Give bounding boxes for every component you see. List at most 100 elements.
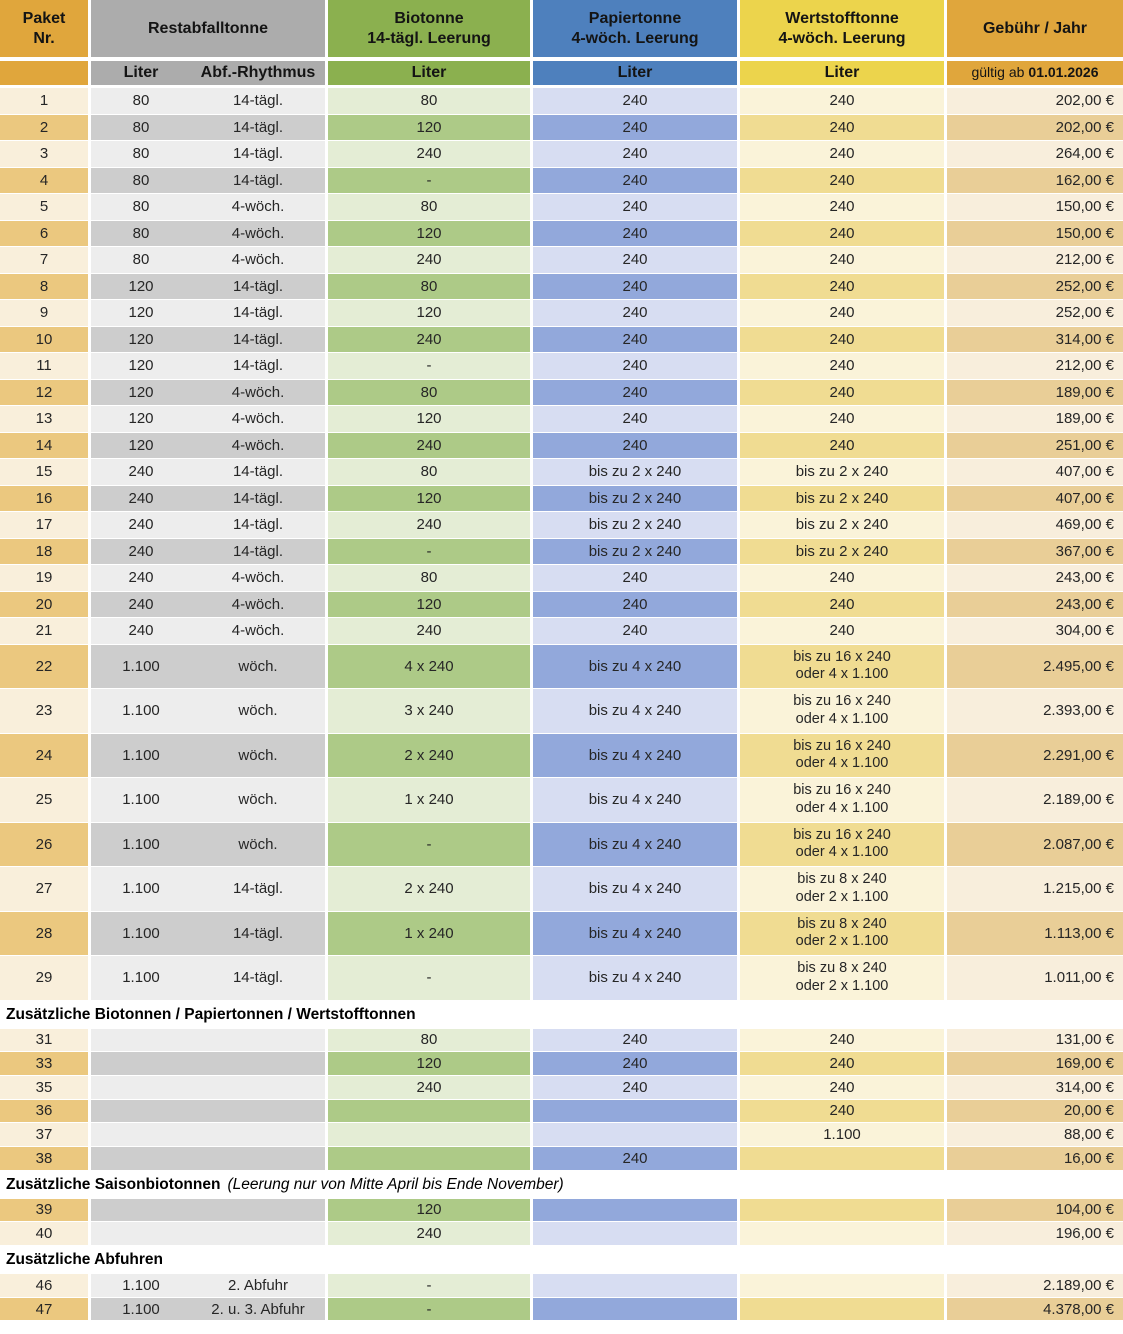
cell-bio-liter: 120: [328, 300, 530, 326]
cell-wert-liter: [740, 1274, 944, 1297]
wert-line2: oder 4 x 1.100: [795, 844, 889, 861]
cell-wert-liter: [740, 1297, 944, 1321]
cell-rest-liter: 80: [91, 114, 191, 140]
table-row: 11 120 14-tägl. -240 240 212,00 €: [0, 353, 1123, 379]
wert-line1: bis zu 8 x 240: [797, 960, 887, 977]
cell-papier-liter: 240: [533, 432, 737, 458]
cell-paket-nr: 4: [0, 167, 88, 193]
table-row: 38 240 16,00 €: [0, 1146, 1123, 1170]
cell-gebuehr: 243,00 €: [947, 565, 1123, 591]
cell-rest-liter: 80: [91, 194, 191, 220]
cell-paket-nr: 9: [0, 300, 88, 326]
cell-rest-liter: [91, 1146, 191, 1170]
table-row: 24 1.100 wöch. 2 x 240 bis zu 4 x 240 bis zu …: [0, 733, 1123, 777]
cell-rest-rhythmus: 4-wöch.: [191, 406, 325, 432]
cell-rest-rhythmus: 14-tägl.: [191, 911, 325, 955]
cell-papier-liter: 240: [533, 1028, 737, 1052]
cell-bio-liter: -: [328, 167, 530, 193]
cell-bio-liter: 80: [328, 194, 530, 220]
cell-wert-liter: bis zu 2 x 240: [740, 512, 944, 538]
cell-paket-nr: 11: [0, 353, 88, 379]
section-title-text: Zusätzliche Abfuhren: [6, 1251, 164, 1268]
cell-papier-liter: bis zu 2 x 240: [533, 512, 737, 538]
table-row: 12 120 4-wöch. 80 240 240 189,00 €: [0, 379, 1123, 405]
cell-rest-liter: 80: [91, 88, 191, 114]
cell-paket-nr: 37: [0, 1123, 88, 1146]
cell-bio-liter: 1 x 240: [328, 778, 530, 822]
cell-rest-rhythmus: 4-wöch.: [191, 379, 325, 405]
table-row: 33 120 240 240 169,00 €: [0, 1052, 1123, 1075]
cell-gebuehr: 189,00 €: [947, 406, 1123, 432]
table-row: 13 120 4-wöch. 120 240 240 189,00 €: [0, 406, 1123, 432]
cell-wert-liter: 240: [740, 1099, 944, 1123]
cell-gebuehr: 1.113,00 €: [947, 911, 1123, 955]
cell-wert-liter: 240: [740, 300, 944, 326]
cell-gebuehr: 304,00 €: [947, 618, 1123, 644]
cell-rest-rhythmus: [191, 1028, 325, 1052]
cell-rest-rhythmus: 4-wöch.: [191, 194, 325, 220]
cell-papier-liter: bis zu 4 x 240: [533, 822, 737, 866]
wert-line2: oder 2 x 1.100: [795, 933, 889, 950]
table-row: 47 1.100 2. u. 3. Abfuhr - 4.378,00 €: [0, 1297, 1123, 1321]
table-row: 26 1.100 wöch. - bis zu 4 x 240 bis zu 16 x 2…: [0, 822, 1123, 866]
wert-line2: oder 4 x 1.100: [795, 710, 889, 727]
cell-bio-liter: 240: [328, 1075, 530, 1099]
cell-rest-rhythmus: 2. u. 3. Abfuhr: [191, 1297, 325, 1321]
wert-line2: oder 2 x 1.100: [795, 888, 889, 905]
cell-paket-nr: 2: [0, 114, 88, 140]
gueltig-ab-label: gültig ab: [971, 64, 1025, 81]
cell-wert-liter: bis zu 8 x 240 oder 2 x 1.100: [740, 956, 944, 1000]
cell-rest-rhythmus: 14-tägl.: [191, 956, 325, 1000]
cell-bio-liter: 4 x 240: [328, 644, 530, 688]
cell-papier-liter: 240: [533, 353, 737, 379]
cell-wert-liter: 240: [740, 326, 944, 352]
cell-rest-rhythmus: 4-wöch.: [191, 591, 325, 617]
cell-gebuehr: 20,00 €: [947, 1099, 1123, 1123]
table-row: 18 240 14-tägl. - bis zu 2 x 240 bis zu 2 x 2…: [0, 538, 1123, 564]
cell-paket-nr: 29: [0, 956, 88, 1000]
cell-rest-rhythmus: 4-wöch.: [191, 618, 325, 644]
subheader-bio-liter: Liter: [328, 61, 530, 85]
cell-rest-rhythmus: 14-tägl.: [191, 485, 325, 511]
cell-papier-liter: 240: [533, 167, 737, 193]
cell-wert-liter: 240: [740, 167, 944, 193]
cell-bio-liter: [328, 1123, 530, 1146]
cell-rest-rhythmus: 4-wöch.: [191, 247, 325, 273]
cell-gebuehr: 202,00 €: [947, 114, 1123, 140]
cell-wert-liter: 240: [740, 565, 944, 591]
cell-paket-nr: 39: [0, 1198, 88, 1222]
cell-paket-nr: 36: [0, 1099, 88, 1123]
cell-bio-liter: -: [328, 822, 530, 866]
cell-gebuehr: 196,00 €: [947, 1222, 1123, 1245]
cell-gebuehr: 2.189,00 €: [947, 1274, 1123, 1297]
cell-wert-liter: 240: [740, 432, 944, 458]
cell-rest-rhythmus: 14-tägl.: [191, 512, 325, 538]
cell-rest-liter: 1.100: [91, 822, 191, 866]
cell-gebuehr: 252,00 €: [947, 300, 1123, 326]
cell-papier-liter: [533, 1099, 737, 1123]
gueltig-ab-date: 01.01.2026: [1028, 64, 1099, 81]
cell-papier-liter: 240: [533, 220, 737, 246]
cell-paket-nr: 17: [0, 512, 88, 538]
cell-rest-liter: [91, 1222, 191, 1245]
cell-wert-liter: 240: [740, 194, 944, 220]
cell-rest-rhythmus: wöch.: [191, 822, 325, 866]
cell-gebuehr: 16,00 €: [947, 1146, 1123, 1170]
section-title: Zusätzliche Biotonnen / Papiertonnen / W…: [0, 1000, 1123, 1029]
cell-rest-rhythmus: 14-tägl.: [191, 353, 325, 379]
cell-wert-liter: bis zu 16 x 240 oder 4 x 1.100: [740, 644, 944, 688]
cell-rest-rhythmus: 14-tägl.: [191, 538, 325, 564]
cell-gebuehr: 88,00 €: [947, 1123, 1123, 1146]
table-row: 20 240 4-wöch. 120 240 240 243,00 €: [0, 591, 1123, 617]
cell-rest-rhythmus: 14-tägl.: [191, 867, 325, 911]
cell-bio-liter: -: [328, 353, 530, 379]
cell-gebuehr: 1.011,00 €: [947, 956, 1123, 1000]
cell-paket-nr: 38: [0, 1146, 88, 1170]
cell-rest-liter: 240: [91, 485, 191, 511]
cell-gebuehr: 169,00 €: [947, 1052, 1123, 1075]
cell-gebuehr: 2.495,00 €: [947, 644, 1123, 688]
cell-rest-liter: [91, 1075, 191, 1099]
table-row: 5 80 4-wöch. 80 240 240 150,00 €: [0, 194, 1123, 220]
table-body: 1 80 14-tägl. 80 240 240 202,00 €2 80 14-tägl. 12…: [0, 88, 1123, 1321]
cell-paket-nr: 25: [0, 778, 88, 822]
